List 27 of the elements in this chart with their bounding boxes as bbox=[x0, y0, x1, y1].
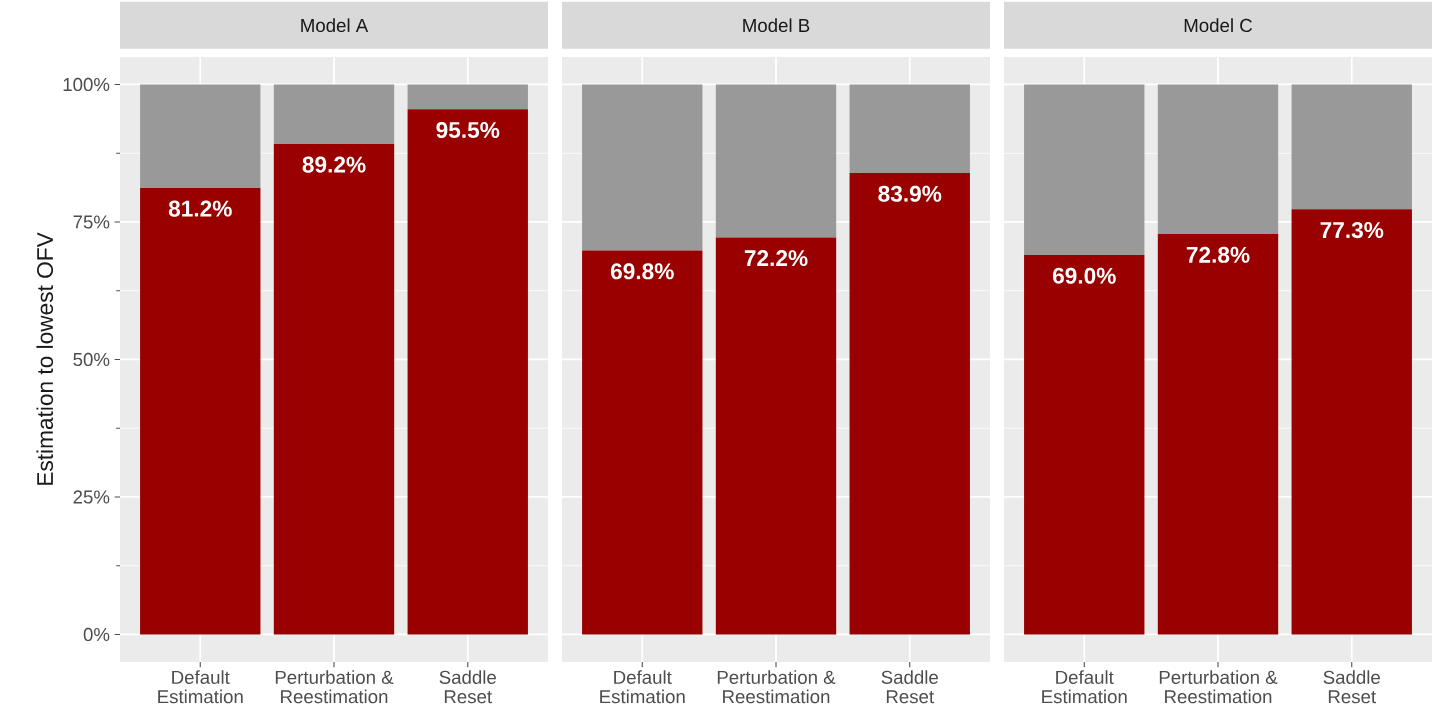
data-label: 83.9% bbox=[878, 185, 942, 202]
chart-title: Model B bbox=[743, 18, 810, 33]
y-tick-label: 0% bbox=[83, 627, 110, 642]
x-tick-label: Saddle Reset bbox=[1323, 670, 1380, 704]
y-tick-label: 100% bbox=[63, 77, 110, 92]
data-label: 69.8% bbox=[610, 263, 674, 280]
x-tick-label: Default Estimation bbox=[600, 670, 685, 704]
x-tick-label: Default Estimation bbox=[1042, 670, 1127, 704]
y-tick-label: 75% bbox=[73, 215, 110, 229]
y-axis-title: Estimation to lowest OFV bbox=[36, 232, 54, 485]
y-tick-label: 50% bbox=[73, 352, 110, 367]
data-label: 77.3% bbox=[1320, 222, 1384, 239]
x-tick-label: Saddle Reset bbox=[881, 670, 938, 704]
data-label: 69.0% bbox=[1052, 267, 1116, 284]
x-tick-label: Perturbation & Reestimation bbox=[275, 670, 394, 704]
y-tick-label: 25% bbox=[73, 490, 110, 504]
x-tick-label: Perturbation & Reestimation bbox=[1159, 670, 1278, 704]
x-tick-label: Default Estimation bbox=[158, 670, 243, 704]
chart-title: Model C bbox=[1184, 18, 1253, 33]
x-tick-label: Perturbation & Reestimation bbox=[717, 670, 836, 704]
data-label: 81.2% bbox=[168, 200, 232, 217]
data-label: 72.2% bbox=[744, 250, 808, 267]
chart-title: Model A bbox=[301, 18, 369, 33]
data-label: 95.5% bbox=[436, 121, 500, 139]
data-label: 89.2% bbox=[302, 156, 366, 173]
x-tick-label: Saddle Reset bbox=[439, 670, 496, 704]
data-label: 72.8% bbox=[1186, 246, 1250, 263]
